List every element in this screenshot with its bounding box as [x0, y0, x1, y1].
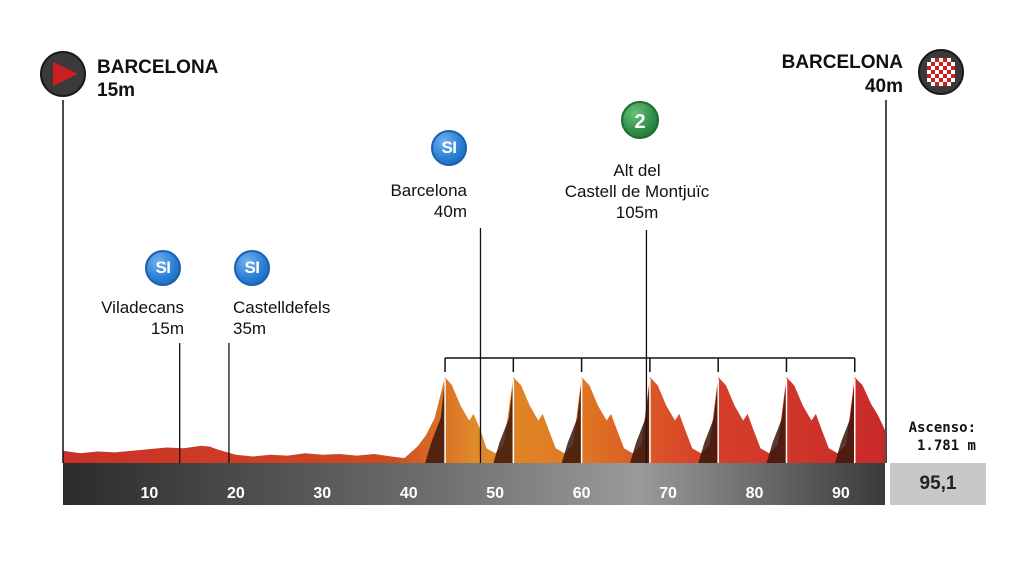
checker-cell: [947, 78, 951, 82]
checker-cell: [951, 70, 955, 74]
checker-cell: [935, 58, 939, 62]
km-tick-label: 50: [486, 485, 504, 502]
checker-cell: [943, 78, 947, 82]
checker-cell: [935, 70, 939, 74]
checker-cell: [951, 62, 955, 66]
checker-cell: [931, 70, 935, 74]
mountain-category-icon: 2: [621, 101, 659, 139]
km-tick-label: 40: [400, 485, 418, 502]
sprint-icon: SI: [145, 250, 181, 286]
checker-cell: [943, 62, 947, 66]
checker-cell: [935, 82, 939, 86]
km-tick-label: 10: [141, 485, 159, 502]
waypoint-castelldefels-name: Castelldefels: [233, 298, 331, 317]
waypoint-barcelona-altitude: 40m: [433, 202, 467, 221]
finish-altitude-label: 40m: [864, 76, 903, 97]
checker-cell: [939, 82, 943, 86]
ascent-summary: Ascenso: 1.781 m: [880, 419, 976, 455]
checker-cell: [943, 82, 947, 86]
checker-cell: [947, 62, 951, 66]
sprint-icon: SI: [234, 250, 270, 286]
checker-cell: [947, 74, 951, 78]
climb-shade: [766, 379, 787, 463]
checker-cell: [931, 62, 935, 66]
km-tick-label: 80: [746, 485, 764, 502]
checker-cell: [939, 62, 943, 66]
ascent-value: 1.781 m: [916, 438, 976, 454]
km-tick-label: 70: [659, 485, 677, 502]
checker-cell: [939, 78, 943, 82]
km-tick-label: 60: [573, 485, 591, 502]
waypoint-viladecans-altitude: 15m: [150, 319, 184, 338]
sprint-icon: SI: [431, 130, 467, 166]
km-tick-label: 90: [832, 485, 850, 502]
checker-cell: [947, 82, 951, 86]
checker-cell: [947, 58, 951, 62]
checker-cell: [939, 66, 943, 70]
checker-cell: [931, 82, 935, 86]
climb-shade: [834, 379, 855, 463]
total-distance-box: 95,1: [890, 463, 986, 505]
checker-cell: [931, 74, 935, 78]
checker-cell: [935, 66, 939, 70]
elevation-profile-area: [63, 377, 885, 463]
checker-cell: [939, 70, 943, 74]
checker-cell: [939, 58, 943, 62]
climb-shade: [561, 379, 582, 463]
start-altitude-label: 15m: [97, 80, 136, 101]
start-arrow-icon: [53, 62, 78, 86]
checker-cell: [943, 70, 947, 74]
checker-cell: [951, 74, 955, 78]
waypoint-barcelona-name: Barcelona: [390, 181, 467, 200]
km-tick-label: 20: [227, 485, 245, 502]
checker-cell: [951, 66, 955, 70]
waypoint-montjuic-name: Alt del Castell de Montjuïc: [564, 161, 710, 201]
checker-cell: [935, 74, 939, 78]
checker-cell: [931, 78, 935, 82]
checker-cell: [927, 78, 931, 82]
checker-cell: [943, 74, 947, 78]
checker-cell: [927, 70, 931, 74]
checker-cell: [927, 66, 931, 70]
climb-shade: [698, 379, 719, 463]
climb-shade: [630, 379, 650, 463]
checker-cell: [935, 62, 939, 66]
checker-cell: [947, 66, 951, 70]
checker-cell: [931, 58, 935, 62]
checker-cell: [951, 78, 955, 82]
km-tick-label: 30: [313, 485, 331, 502]
ascent-label: Ascenso:: [908, 420, 976, 436]
checker-cell: [927, 62, 931, 66]
checker-cell: [939, 74, 943, 78]
km-axis-bar: [63, 463, 885, 505]
finish-town-label: BARCELONA: [781, 52, 903, 73]
checker-cell: [943, 58, 947, 62]
checker-cell: [931, 66, 935, 70]
climb-shade: [425, 379, 445, 463]
checker-cell: [935, 78, 939, 82]
waypoint-castelldefels-altitude: 35m: [233, 319, 267, 338]
checker-cell: [947, 70, 951, 74]
start-town-label: BARCELONA: [97, 57, 219, 78]
checker-cell: [943, 66, 947, 70]
waypoint-viladecans-name: Viladecans: [101, 298, 184, 317]
checker-cell: [927, 74, 931, 78]
climb-shade: [493, 379, 514, 463]
waypoint-montjuic-altitude: 105m: [615, 203, 659, 222]
